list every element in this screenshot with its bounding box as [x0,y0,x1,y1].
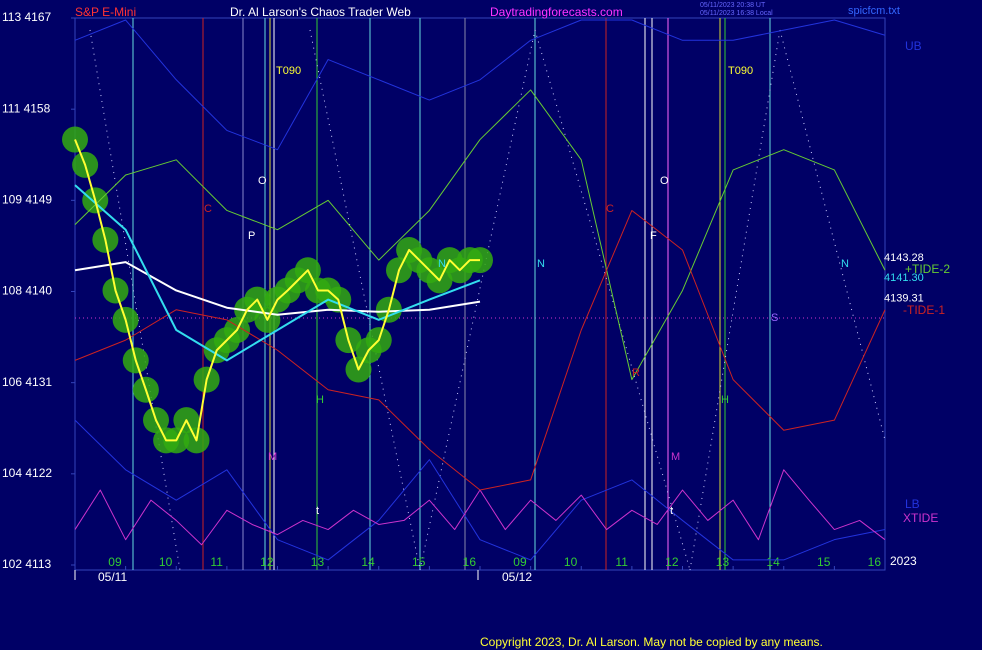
x-tick-label: 12 [665,555,679,569]
x-tick-label: 13 [716,555,730,569]
wave-line [89,29,181,571]
timestamp: 05/11/2023 16:38 Local [700,10,773,17]
chart-title: Dr. Al Larson's Chaos Trader Web [230,5,411,19]
annotation: N [537,258,545,270]
annotation: t [670,505,673,517]
x-tick-label: 16 [463,555,477,569]
copyright: Copyright 2023, Dr. Al Larson. May not b… [480,635,823,649]
annotation: N [841,258,849,270]
symbol: S&P E-Mini [75,5,136,19]
y-tick-label: 104 4122 [2,466,52,480]
y-tick-label: 113 4167 [2,10,51,24]
annotation: H [721,394,729,406]
annotation: O [258,175,267,187]
x-tick-label: 10 [159,555,173,569]
series-name: -TIDE-1 [903,303,945,317]
year-label: 2023 [890,554,917,568]
series-name: +TIDE-2 [905,262,950,276]
x-tick-label: 12 [260,555,274,569]
series-name: XTIDE [903,511,938,525]
x-tick-label: 15 [817,555,831,569]
plot-border [74,17,886,571]
side-value: 4143.28 [884,252,924,264]
x-tick-label: 11 [210,555,223,569]
annotation: H [316,394,324,406]
wave-lines [89,29,886,571]
annotation: C [204,203,212,215]
annotation: S [771,312,778,324]
x-tick-label: 14 [766,555,780,569]
x-tick-label: 13 [311,555,325,569]
series-name: UB [905,39,922,53]
annotation: R [632,367,640,379]
x-tick-label: 09 [108,555,122,569]
x-tick-label: 11 [615,555,628,569]
series-name: LB [905,497,920,511]
annotation: P [248,230,255,242]
y-tick-label: 106 4131 [2,375,52,389]
annotation: M [671,451,680,463]
annotation: T090 [728,65,753,77]
x-tick-label: 16 [868,555,882,569]
annotation: t [316,505,319,517]
x-tick-label: 15 [412,555,426,569]
y-tick-label: 108 4140 [2,284,52,298]
file-name: spicfcm.txt [848,5,900,17]
y-tick-label: 111 4158 [2,101,51,115]
timestamp: 05/11/2023 20:38 UT [700,2,766,9]
annotation: N [438,258,446,270]
y-tick-label: 109 4149 [2,193,52,207]
side-value: 4141.30 [884,272,924,284]
series-line [74,89,886,381]
wave-line [779,29,886,441]
annotation: M [268,451,277,463]
annotation: C [606,203,614,215]
y-tick-label: 102 4113 [2,557,51,571]
date-label: 05/12 [502,570,532,584]
site: Daytradingforecasts.com [490,5,623,19]
x-tick-label: 09 [513,555,527,569]
series-line [74,184,481,362]
series-line [74,419,886,561]
series-line [74,261,481,316]
series-line [74,209,886,491]
time-lines [132,18,771,570]
annotation: F [650,230,657,242]
series-line [74,19,886,151]
annotation: O [660,175,669,187]
series-line [74,469,886,546]
wave-line [419,29,536,571]
wave-line [689,29,781,571]
side-value: 4139.31 [884,292,924,304]
date-label: 05/11 [98,570,127,584]
x-tick-label: 14 [361,555,375,569]
series-line [74,139,480,442]
plot-frame [74,17,886,571]
price-halo [62,126,493,454]
wave-line [534,29,691,571]
x-tick-label: 10 [564,555,578,569]
annotation: T090 [276,65,301,77]
